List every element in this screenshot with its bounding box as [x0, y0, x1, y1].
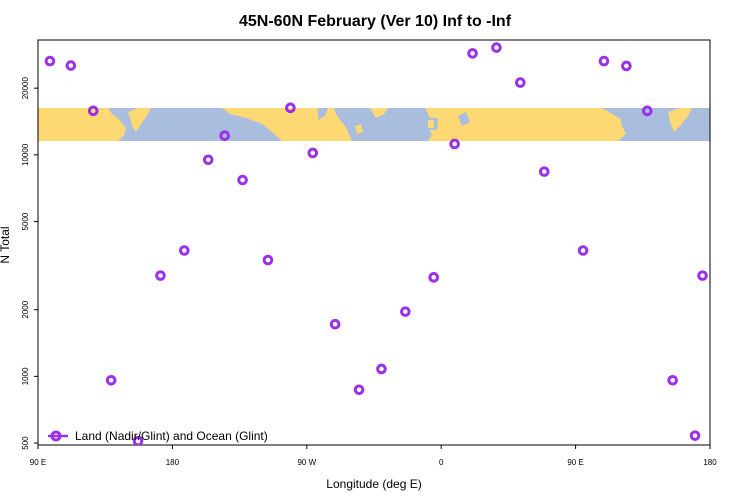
y-axis-label: N Total: [0, 226, 12, 263]
data-point: [667, 375, 678, 386]
chart-title: 45N-60N February (Ver 10) Inf to -Inf: [239, 13, 512, 30]
data-point: [285, 102, 296, 114]
data-point: [515, 77, 526, 88]
map-land: [38, 108, 692, 141]
data-point: [329, 318, 341, 330]
data-point: [219, 130, 230, 142]
data-point: [538, 166, 550, 177]
data-point: [155, 270, 166, 281]
y-tick-label: 5000: [21, 212, 30, 230]
x-tick-label: 90 E: [567, 458, 583, 467]
data-point: [467, 48, 478, 59]
x-tick-label: 90 W: [297, 458, 316, 467]
data-point: [237, 174, 248, 186]
y-tick-label: 10000: [21, 143, 30, 166]
data-point: [87, 105, 99, 117]
data-point: [307, 147, 319, 159]
data-point: [598, 55, 610, 67]
data-point: [428, 272, 440, 283]
legend-marker: [50, 430, 62, 442]
data-point: [262, 254, 274, 266]
data-point: [132, 435, 144, 445]
data-points: [44, 42, 708, 445]
data-point: [449, 138, 460, 150]
y-tick-label: 20000: [21, 77, 30, 100]
x-tick-label: 0: [439, 458, 444, 467]
legend: Land (Nadir/Glint) and Ocean (Glint): [48, 429, 268, 443]
x-tick-label: 180: [703, 458, 717, 467]
axis-ticks: 90 E 180 90 W 0 90 E 180 500 1000 2000 5000 10000 2…: [21, 77, 717, 467]
data-point: [179, 245, 190, 256]
data-point: [353, 384, 365, 396]
data-point: [577, 245, 589, 256]
x-axis-label: Longitude (deg E): [326, 477, 421, 491]
data-point: [491, 42, 502, 53]
y-tick-label: 500: [21, 436, 30, 450]
data-point: [697, 270, 708, 281]
plot-frame: [37, 39, 711, 446]
x-tick-label: 90 E: [30, 458, 46, 467]
data-point: [376, 363, 387, 375]
data-point: [400, 306, 411, 317]
data-point: [44, 55, 56, 67]
y-tick-label: 1000: [21, 367, 30, 385]
data-point: [65, 60, 77, 71]
map-strip: [38, 108, 710, 141]
data-point: [621, 60, 632, 72]
legend-label: Land (Nadir/Glint) and Ocean (Glint): [75, 429, 268, 443]
data-point: [641, 105, 653, 117]
data-point: [689, 430, 701, 441]
data-point: [202, 154, 214, 166]
y-tick-label: 2000: [21, 300, 30, 318]
x-tick-label: 180: [166, 458, 180, 467]
data-point: [105, 375, 117, 386]
